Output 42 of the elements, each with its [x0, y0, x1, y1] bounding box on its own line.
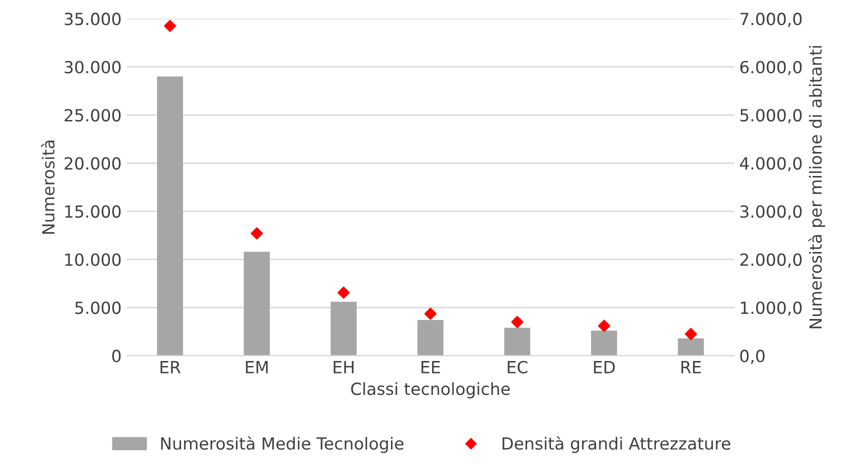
y2-tick-label: 0,0 [740, 350, 765, 364]
y-tick-label: 10.000 [65, 253, 121, 266]
point [250, 227, 263, 240]
point [511, 316, 524, 328]
point [684, 328, 697, 340]
y-tick-label: 25.000 [64, 108, 121, 122]
bar [417, 320, 444, 356]
bar [504, 328, 530, 356]
x-tick-label: ED [594, 361, 615, 374]
y-axis-title: Numerosità [41, 140, 55, 234]
legend-label: Densità grandi Attrezzature [502, 436, 730, 453]
bar [244, 252, 270, 356]
x-tick-label: ER [160, 361, 181, 374]
x-axis-title: Classi tecnologiche [351, 382, 510, 398]
y2-tick-label: 7.000,0 [740, 12, 802, 27]
y2-tick-label: 4.000,0 [740, 157, 802, 172]
legend-label: Numerosità Medie Tecnologie [161, 436, 404, 453]
x-tick-label: EH [334, 361, 354, 374]
point [164, 20, 176, 32]
bar [591, 330, 618, 356]
x-tick-label: RE [681, 361, 701, 374]
point [424, 308, 437, 320]
point [598, 320, 610, 332]
x-tick-label: EM [246, 361, 268, 374]
y2-tick-label: 5.000,0 [740, 108, 802, 124]
y2-tick-label: 2.000,0 [740, 253, 802, 268]
y-tick-label: 5.000 [75, 302, 121, 314]
y-tick-label: 20.000 [64, 157, 121, 170]
x-tick-label: EC [508, 360, 528, 374]
y2-tick-label: 1.000,0 [740, 302, 802, 316]
point [338, 286, 350, 299]
y-tick-label: 35.000 [64, 12, 121, 26]
y-tick-label: 0 [112, 350, 121, 362]
y2-axis-title: Numerosità per milione di abitanti [808, 46, 826, 328]
bar [678, 338, 704, 356]
y-tick-label: 30.000 [64, 60, 121, 74]
bar [156, 76, 184, 356]
y2-tick-label: 6.000,0 [740, 60, 802, 76]
bar [330, 302, 357, 356]
x-tick-label: EE [422, 361, 440, 374]
y-tick-label: 15.000 [65, 205, 121, 218]
y2-tick-label: 3.000,0 [740, 205, 802, 220]
